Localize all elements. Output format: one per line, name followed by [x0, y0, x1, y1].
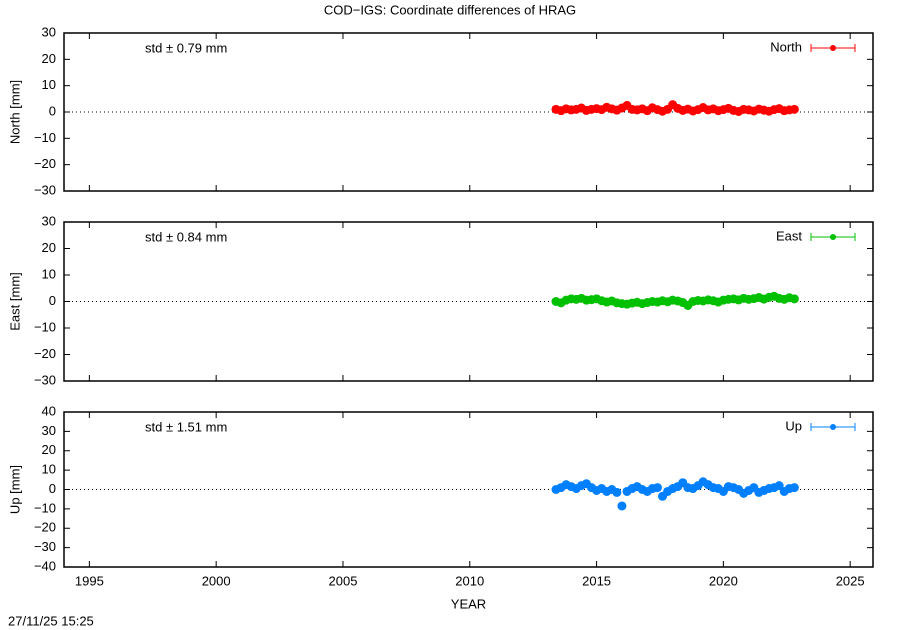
y-tick-label: 30 — [42, 423, 56, 438]
plot-frame — [63, 221, 874, 382]
data-point — [789, 104, 799, 114]
legend-label: Up — [785, 418, 802, 433]
legend-dot — [830, 234, 836, 240]
y-tick-label: −20 — [34, 346, 56, 361]
std-annotation: std ± 1.51 mm — [145, 419, 227, 434]
y-tick-label: 10 — [42, 462, 56, 477]
std-annotation: std ± 0.84 mm — [145, 229, 227, 244]
y-tick-label: −20 — [34, 520, 56, 535]
y-tick-label: 30 — [42, 213, 56, 228]
y-tick-label: −10 — [34, 130, 56, 145]
data-point — [617, 501, 627, 511]
x-tick-label: 2025 — [836, 573, 865, 588]
data-point — [652, 483, 662, 493]
plot-frame — [63, 411, 874, 568]
x-tick-label: 2015 — [582, 573, 611, 588]
legend-dot — [830, 424, 836, 430]
y-tick-label: −40 — [34, 558, 56, 573]
y-tick-label: −10 — [34, 500, 56, 515]
y-tick-label: 0 — [49, 293, 56, 308]
y-tick-label: 40 — [42, 403, 56, 418]
chart-title: COD−IGS: Coordinate differences of HRAG — [324, 2, 576, 17]
y-tick-label: 10 — [42, 266, 56, 281]
y-tick-label: 30 — [42, 24, 56, 39]
data-point — [789, 294, 799, 304]
y-axis-label: Up [mm] — [7, 465, 22, 514]
y-axis-label: North [mm] — [7, 80, 22, 144]
y-tick-label: −30 — [34, 372, 56, 387]
legend-dot — [830, 45, 836, 51]
y-tick-label: −10 — [34, 319, 56, 334]
y-tick-label: 20 — [42, 442, 56, 457]
plot-frame — [63, 32, 874, 192]
y-tick-label: −30 — [34, 539, 56, 554]
timestamp: 27/11/25 15:25 — [8, 613, 94, 628]
y-tick-label: 20 — [42, 240, 56, 255]
x-axis-label: YEAR — [451, 596, 486, 611]
x-tick-label: 2010 — [455, 573, 484, 588]
x-tick-label: 2005 — [329, 573, 358, 588]
legend-label: East — [776, 228, 802, 243]
std-annotation: std ± 0.79 mm — [145, 40, 227, 55]
y-tick-label: −20 — [34, 156, 56, 171]
y-tick-label: 10 — [42, 77, 56, 92]
x-tick-label: 1995 — [75, 573, 104, 588]
legend-label: North — [770, 39, 802, 54]
data-point — [612, 487, 622, 497]
y-tick-label: 0 — [49, 103, 56, 118]
x-tick-label: 2000 — [202, 573, 231, 588]
y-tick-label: 0 — [49, 481, 56, 496]
data-point — [774, 481, 784, 491]
y-axis-label: East [mm] — [7, 272, 22, 331]
y-tick-label: 20 — [42, 51, 56, 66]
x-tick-label: 2020 — [709, 573, 738, 588]
data-point — [789, 483, 799, 493]
y-tick-label: −30 — [34, 182, 56, 197]
